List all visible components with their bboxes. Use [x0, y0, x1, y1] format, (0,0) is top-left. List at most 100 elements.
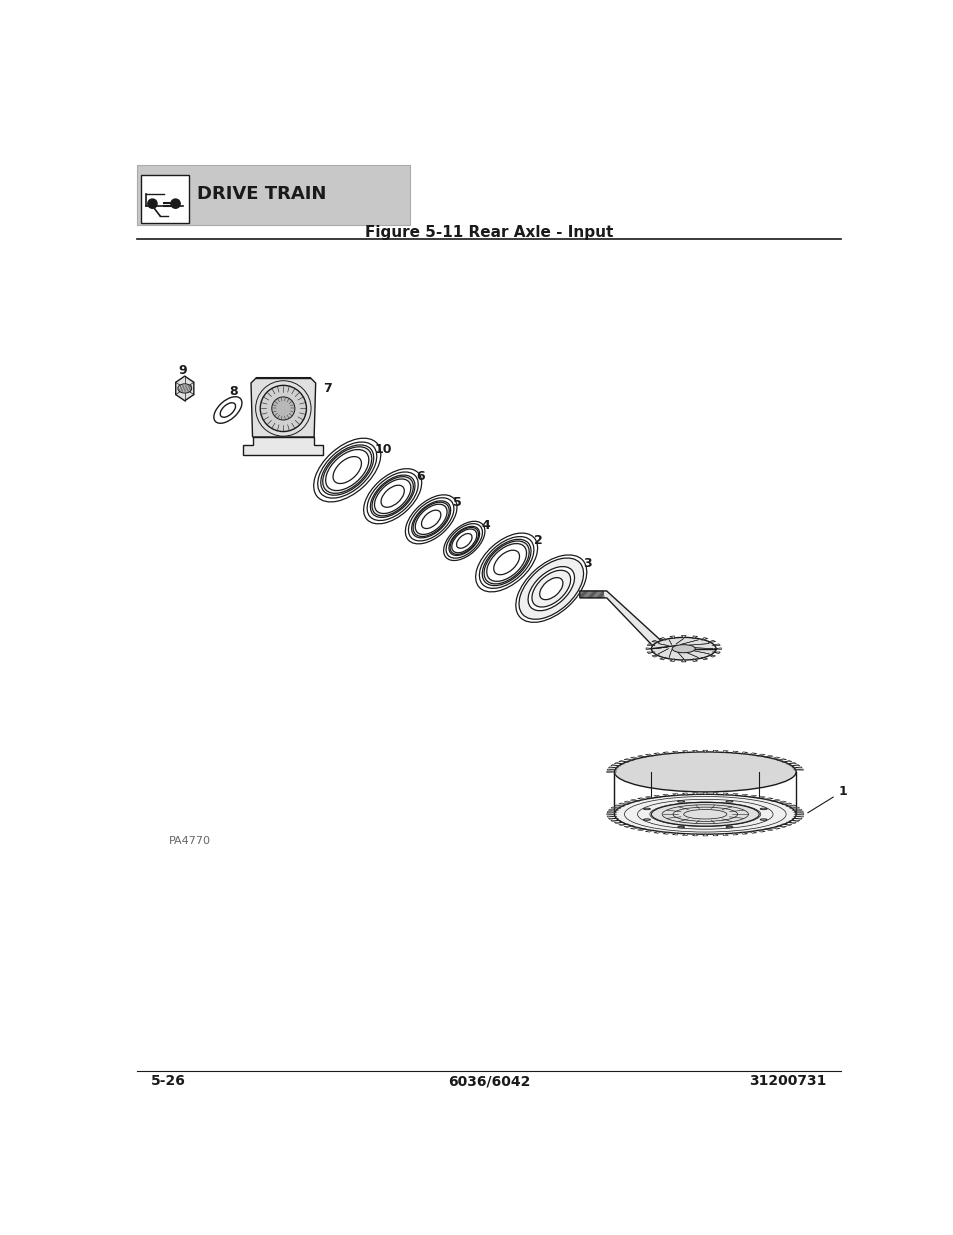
Polygon shape — [722, 793, 727, 795]
Polygon shape — [707, 655, 715, 657]
Ellipse shape — [317, 442, 376, 498]
Ellipse shape — [415, 504, 447, 535]
Ellipse shape — [672, 645, 695, 653]
Text: 7: 7 — [323, 382, 332, 395]
Ellipse shape — [643, 808, 650, 810]
Polygon shape — [637, 756, 645, 757]
Polygon shape — [662, 794, 669, 797]
Ellipse shape — [325, 450, 369, 490]
Polygon shape — [672, 793, 678, 795]
Polygon shape — [757, 830, 764, 832]
Polygon shape — [702, 750, 707, 752]
Ellipse shape — [220, 403, 235, 417]
FancyBboxPatch shape — [141, 175, 189, 222]
Polygon shape — [681, 834, 686, 836]
Circle shape — [272, 396, 294, 420]
Polygon shape — [623, 802, 633, 803]
Polygon shape — [700, 657, 707, 659]
Polygon shape — [680, 659, 685, 662]
Ellipse shape — [651, 637, 716, 659]
Polygon shape — [757, 797, 764, 799]
Polygon shape — [630, 757, 639, 758]
Ellipse shape — [677, 800, 684, 803]
Polygon shape — [700, 637, 707, 640]
Text: 31200731: 31200731 — [749, 1074, 826, 1088]
Text: DRIVE TRAIN: DRIVE TRAIN — [197, 185, 326, 204]
Polygon shape — [702, 834, 707, 836]
Polygon shape — [712, 643, 720, 646]
Ellipse shape — [446, 524, 482, 558]
Polygon shape — [781, 761, 791, 762]
Polygon shape — [740, 794, 747, 797]
Ellipse shape — [483, 541, 529, 584]
Polygon shape — [630, 799, 639, 802]
Ellipse shape — [408, 498, 454, 541]
Polygon shape — [653, 795, 660, 798]
Ellipse shape — [486, 543, 526, 582]
Polygon shape — [651, 640, 659, 642]
Polygon shape — [749, 753, 756, 755]
Polygon shape — [645, 648, 653, 650]
Polygon shape — [644, 797, 653, 799]
Polygon shape — [732, 832, 738, 835]
Polygon shape — [681, 793, 686, 795]
Ellipse shape — [760, 808, 766, 810]
Polygon shape — [637, 829, 645, 831]
Polygon shape — [713, 648, 720, 650]
Ellipse shape — [518, 558, 583, 619]
Ellipse shape — [456, 534, 472, 548]
Polygon shape — [692, 636, 697, 638]
Ellipse shape — [412, 501, 450, 538]
Polygon shape — [712, 652, 720, 653]
Ellipse shape — [375, 479, 411, 514]
Ellipse shape — [372, 477, 413, 516]
Polygon shape — [662, 752, 669, 755]
Polygon shape — [712, 793, 718, 795]
Polygon shape — [614, 823, 624, 824]
Circle shape — [171, 199, 180, 209]
Polygon shape — [722, 834, 727, 836]
Polygon shape — [680, 636, 685, 638]
Text: 6036/6042: 6036/6042 — [447, 1074, 530, 1088]
Polygon shape — [749, 795, 756, 798]
Polygon shape — [646, 652, 655, 653]
Ellipse shape — [614, 794, 796, 834]
Ellipse shape — [363, 468, 421, 524]
Text: 3: 3 — [583, 557, 592, 571]
Ellipse shape — [528, 567, 574, 610]
Polygon shape — [644, 830, 653, 832]
Ellipse shape — [476, 534, 537, 592]
Polygon shape — [243, 437, 323, 454]
Polygon shape — [614, 805, 624, 806]
Polygon shape — [776, 826, 785, 827]
Polygon shape — [623, 758, 633, 761]
Ellipse shape — [213, 396, 242, 424]
Circle shape — [148, 199, 157, 209]
Polygon shape — [776, 758, 785, 761]
Ellipse shape — [452, 529, 476, 553]
Text: 4: 4 — [480, 519, 490, 531]
Text: 10: 10 — [374, 443, 392, 456]
Ellipse shape — [367, 472, 417, 520]
Polygon shape — [579, 592, 676, 655]
Text: Figure 5-11 Rear Axle - Input: Figure 5-11 Rear Axle - Input — [364, 226, 613, 241]
Polygon shape — [722, 751, 727, 753]
Polygon shape — [740, 832, 747, 835]
Text: 8: 8 — [230, 385, 238, 399]
Ellipse shape — [494, 551, 519, 574]
Text: 9: 9 — [178, 364, 187, 377]
Polygon shape — [630, 827, 639, 829]
Text: PA4770: PA4770 — [170, 836, 212, 846]
Ellipse shape — [177, 384, 192, 393]
Polygon shape — [251, 378, 315, 437]
Ellipse shape — [532, 571, 570, 608]
Polygon shape — [618, 824, 628, 825]
Polygon shape — [763, 829, 772, 831]
FancyBboxPatch shape — [137, 165, 410, 225]
Polygon shape — [653, 831, 660, 834]
Circle shape — [260, 385, 306, 431]
Polygon shape — [712, 834, 718, 836]
Ellipse shape — [380, 485, 404, 508]
Ellipse shape — [449, 526, 479, 556]
Polygon shape — [757, 755, 764, 756]
